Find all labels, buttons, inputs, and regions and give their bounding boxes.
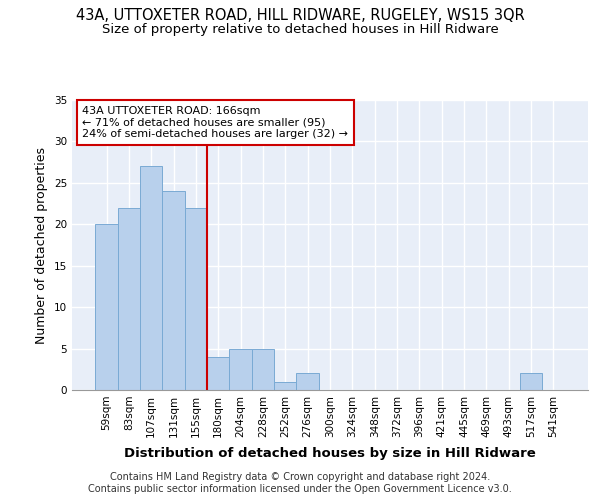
- Y-axis label: Number of detached properties: Number of detached properties: [35, 146, 49, 344]
- Text: Contains public sector information licensed under the Open Government Licence v3: Contains public sector information licen…: [88, 484, 512, 494]
- Bar: [185, 208, 207, 390]
- Text: Distribution of detached houses by size in Hill Ridware: Distribution of detached houses by size …: [124, 448, 536, 460]
- Bar: [274, 382, 296, 390]
- Bar: [252, 348, 274, 390]
- Bar: [207, 357, 229, 390]
- Bar: [229, 348, 252, 390]
- Text: Contains HM Land Registry data © Crown copyright and database right 2024.: Contains HM Land Registry data © Crown c…: [110, 472, 490, 482]
- Text: Size of property relative to detached houses in Hill Ridware: Size of property relative to detached ho…: [101, 22, 499, 36]
- Bar: [140, 166, 163, 390]
- Bar: [118, 208, 140, 390]
- Bar: [95, 224, 118, 390]
- Text: 43A UTTOXETER ROAD: 166sqm
← 71% of detached houses are smaller (95)
24% of semi: 43A UTTOXETER ROAD: 166sqm ← 71% of deta…: [82, 106, 349, 139]
- Bar: [520, 374, 542, 390]
- Text: 43A, UTTOXETER ROAD, HILL RIDWARE, RUGELEY, WS15 3QR: 43A, UTTOXETER ROAD, HILL RIDWARE, RUGEL…: [76, 8, 524, 22]
- Bar: [163, 191, 185, 390]
- Bar: [296, 374, 319, 390]
